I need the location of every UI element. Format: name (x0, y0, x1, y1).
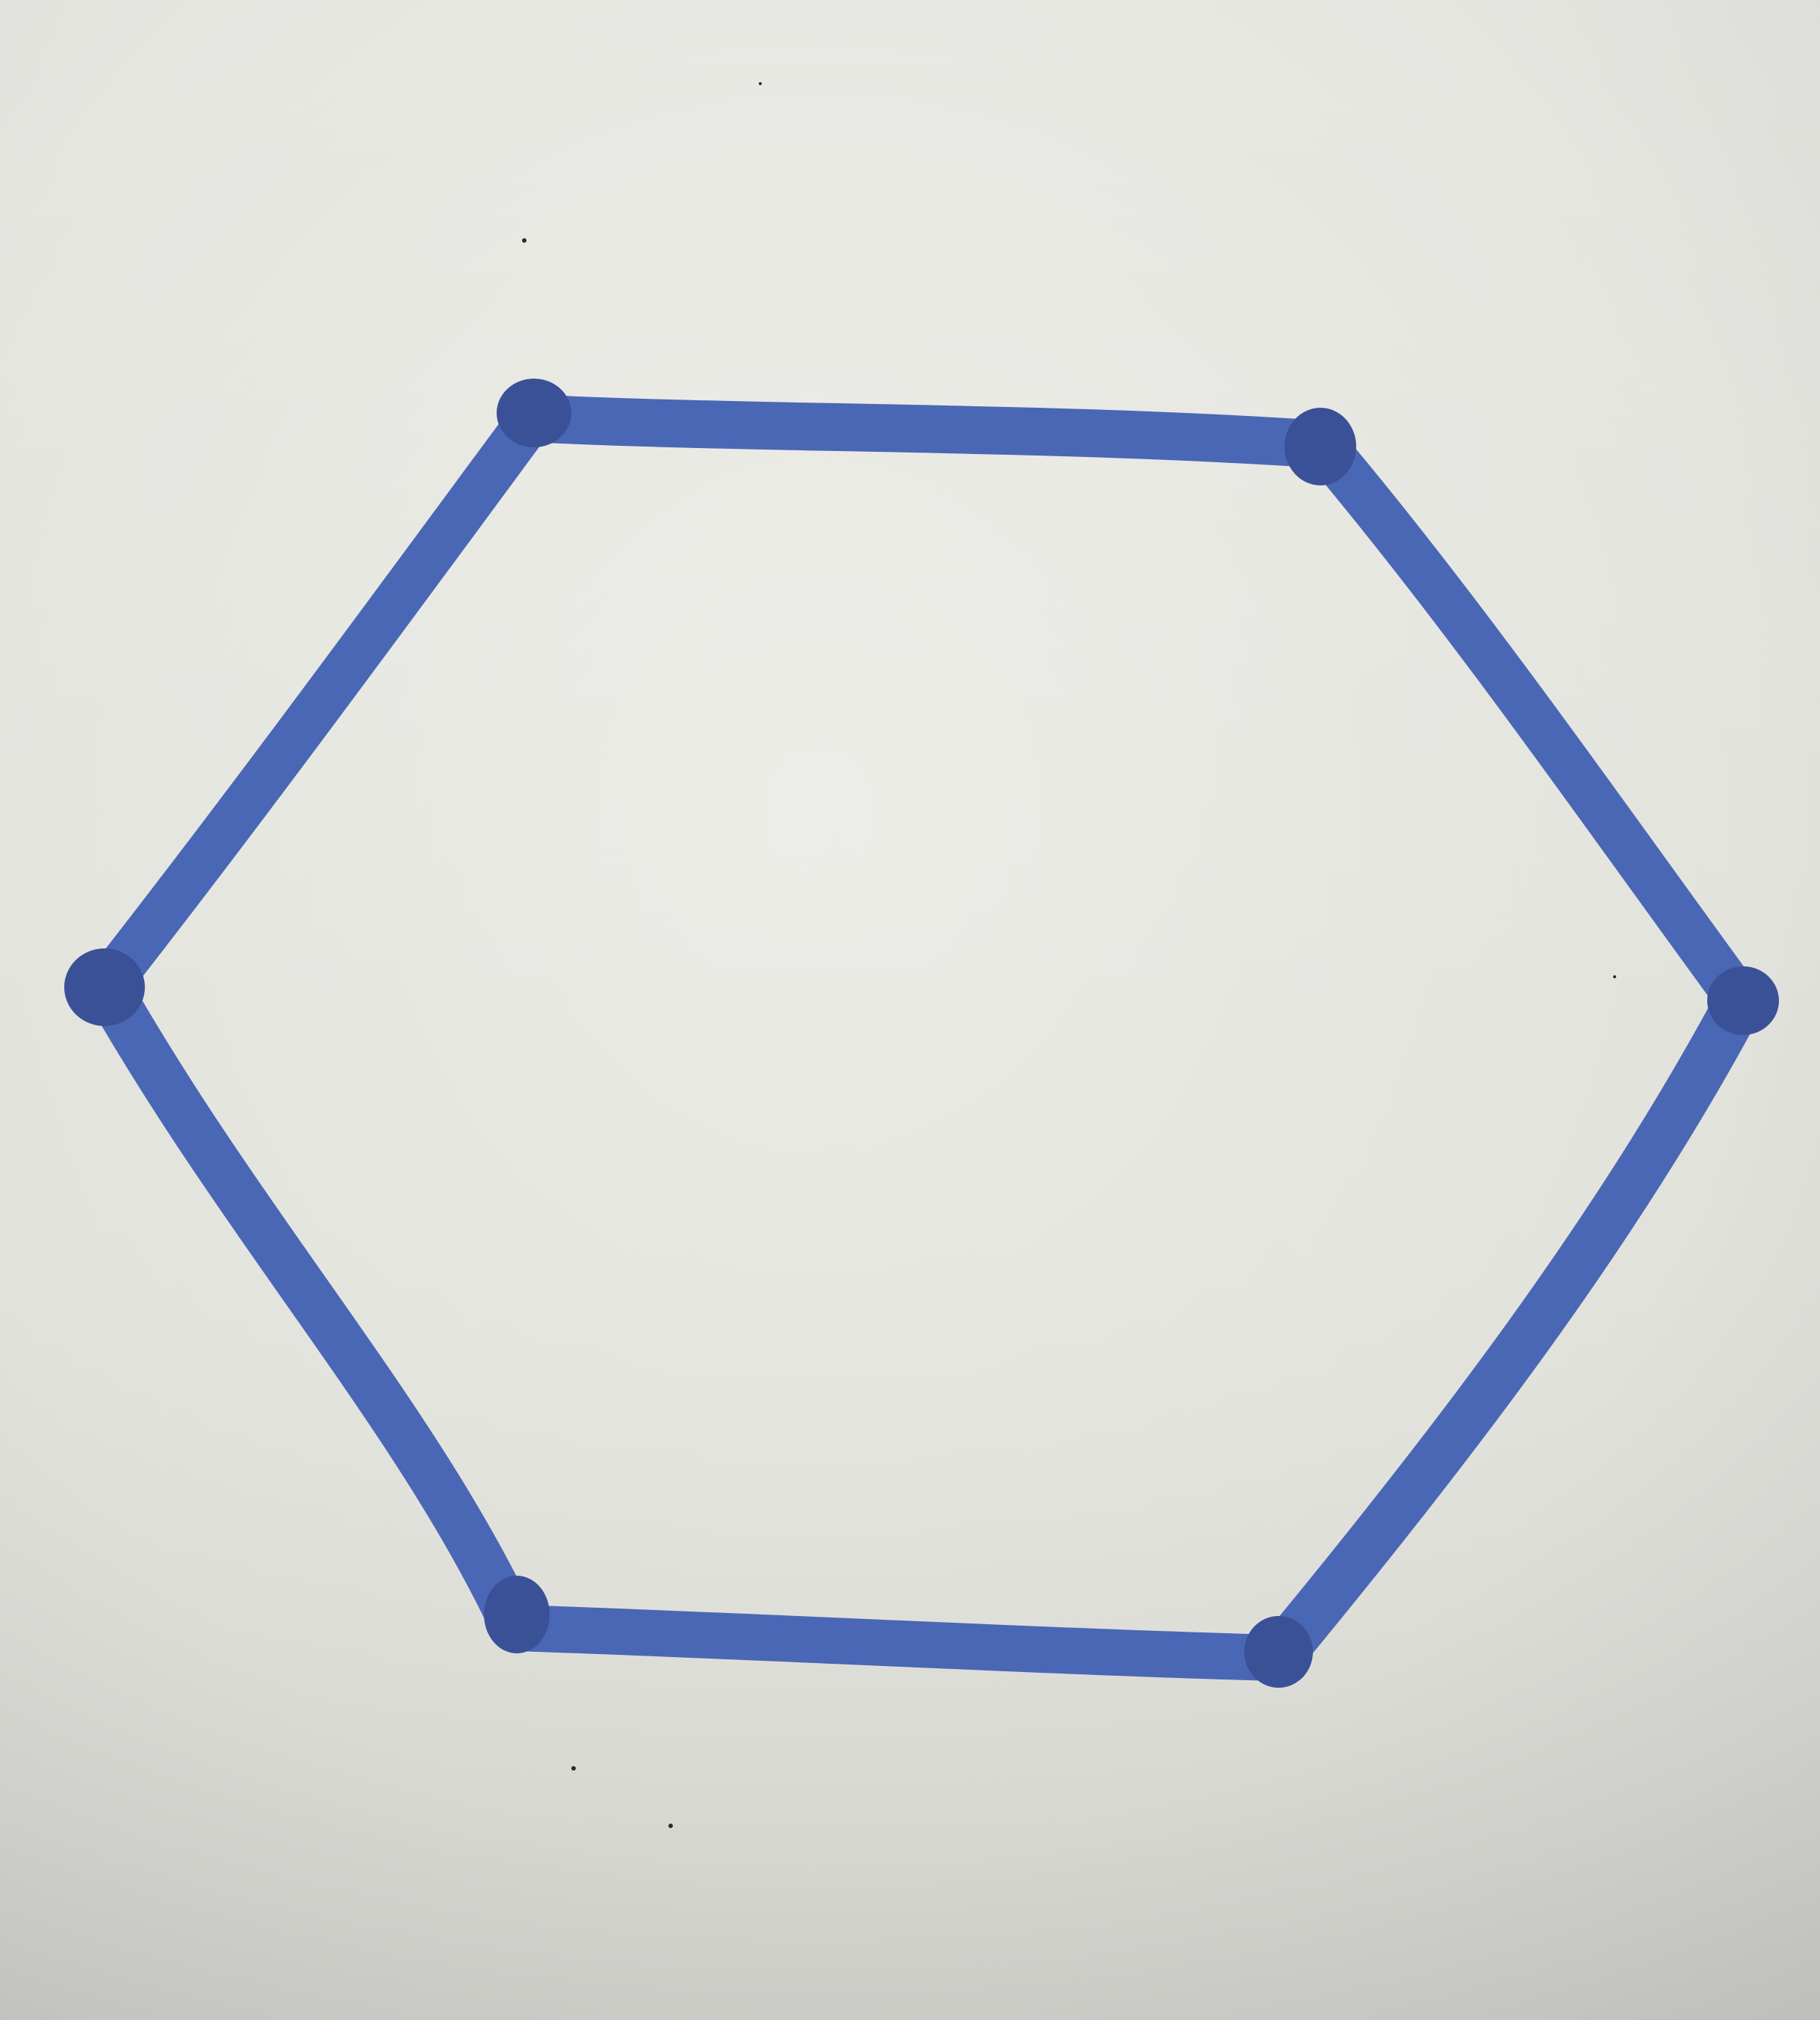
vertex-dot-top-left (497, 379, 571, 447)
vertex-dot-left (64, 948, 145, 1026)
vertex-dot-right (1707, 966, 1779, 1035)
stray-mark (759, 82, 762, 85)
stray-mark (1613, 975, 1616, 978)
vertex-dot-bottom-left (484, 1576, 550, 1653)
hexagon-edge-upper-left (83, 395, 555, 1009)
stray-mark (522, 238, 527, 243)
vertex-dot-bottom-right (1244, 1616, 1313, 1688)
hexagon-edge-lower-left (82, 962, 539, 1652)
hexagon-edge-lower-right (1252, 976, 1765, 1682)
stray-mark (571, 1766, 576, 1771)
hexagon-edge-bottom (492, 1605, 1300, 1681)
vertex-dot-top-right (1285, 408, 1356, 485)
stray-paper-marks (522, 82, 1616, 1828)
stray-mark (668, 1824, 673, 1828)
hexagon-edge-top (508, 394, 1346, 468)
hexagon-vertex-dots (64, 379, 1779, 1688)
hexagon-outline (82, 394, 1765, 1682)
hexagon-edge-upper-right (1299, 421, 1763, 1024)
